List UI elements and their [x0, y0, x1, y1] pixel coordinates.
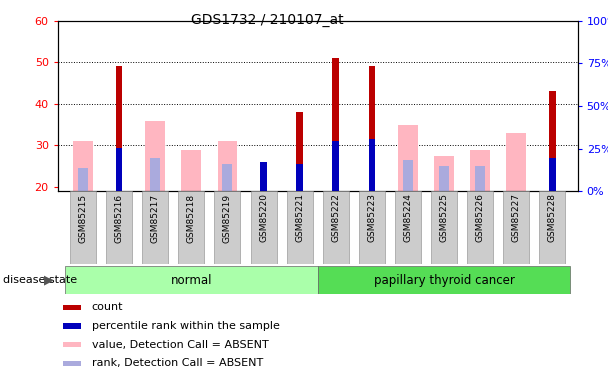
- Bar: [333, 58, 339, 191]
- Text: GSM85223: GSM85223: [367, 194, 376, 243]
- Text: GSM85220: GSM85220: [259, 194, 268, 243]
- Text: value, Detection Call = ABSENT: value, Detection Call = ABSENT: [92, 340, 268, 350]
- Bar: [506, 133, 526, 191]
- FancyBboxPatch shape: [178, 191, 204, 264]
- Bar: [434, 156, 454, 191]
- Text: GSM85222: GSM85222: [331, 194, 340, 242]
- Bar: [403, 160, 413, 191]
- Bar: [439, 166, 449, 191]
- FancyBboxPatch shape: [503, 191, 529, 264]
- Bar: [475, 166, 485, 191]
- Bar: [181, 150, 201, 191]
- Bar: [63, 342, 81, 347]
- Text: count: count: [92, 302, 123, 312]
- FancyBboxPatch shape: [467, 191, 493, 264]
- FancyBboxPatch shape: [65, 266, 317, 294]
- Bar: [296, 112, 303, 191]
- Text: normal: normal: [171, 274, 212, 287]
- Text: GSM85221: GSM85221: [295, 194, 304, 243]
- FancyBboxPatch shape: [215, 191, 240, 264]
- Bar: [145, 120, 165, 191]
- Bar: [63, 323, 81, 328]
- FancyBboxPatch shape: [539, 191, 565, 264]
- Text: GSM85228: GSM85228: [548, 194, 557, 243]
- Text: papillary thyroid cancer: papillary thyroid cancer: [373, 274, 514, 287]
- Text: GSM85219: GSM85219: [223, 194, 232, 243]
- FancyBboxPatch shape: [323, 191, 349, 264]
- Bar: [116, 147, 122, 191]
- Bar: [63, 361, 81, 366]
- FancyBboxPatch shape: [431, 191, 457, 264]
- Bar: [78, 168, 88, 191]
- Text: GSM85226: GSM85226: [475, 194, 485, 243]
- FancyBboxPatch shape: [70, 191, 96, 264]
- Bar: [296, 164, 303, 191]
- FancyBboxPatch shape: [359, 191, 385, 264]
- FancyBboxPatch shape: [142, 191, 168, 264]
- Text: GSM85215: GSM85215: [78, 194, 88, 243]
- Text: disease state: disease state: [3, 275, 77, 285]
- Bar: [549, 92, 556, 191]
- Text: GSM85224: GSM85224: [404, 194, 412, 242]
- Text: rank, Detection Call = ABSENT: rank, Detection Call = ABSENT: [92, 358, 263, 368]
- Bar: [260, 162, 267, 191]
- FancyBboxPatch shape: [250, 191, 277, 264]
- Bar: [260, 162, 267, 191]
- Text: GSM85218: GSM85218: [187, 194, 196, 243]
- Bar: [218, 141, 237, 191]
- FancyBboxPatch shape: [317, 266, 570, 294]
- Bar: [398, 124, 418, 191]
- Bar: [470, 150, 490, 191]
- Bar: [368, 66, 375, 191]
- Bar: [150, 158, 161, 191]
- Bar: [549, 158, 556, 191]
- Bar: [73, 141, 93, 191]
- Text: GSM85225: GSM85225: [440, 194, 449, 243]
- Text: GDS1732 / 210107_at: GDS1732 / 210107_at: [191, 13, 344, 27]
- FancyBboxPatch shape: [106, 191, 132, 264]
- Bar: [223, 164, 232, 191]
- Text: GSM85216: GSM85216: [115, 194, 123, 243]
- Text: ▶: ▶: [44, 274, 54, 286]
- Text: percentile rank within the sample: percentile rank within the sample: [92, 321, 280, 331]
- FancyBboxPatch shape: [286, 191, 313, 264]
- Bar: [116, 66, 122, 191]
- Text: GSM85217: GSM85217: [151, 194, 160, 243]
- Bar: [63, 304, 81, 310]
- Bar: [368, 139, 375, 191]
- Text: GSM85227: GSM85227: [512, 194, 520, 243]
- Bar: [333, 141, 339, 191]
- FancyBboxPatch shape: [395, 191, 421, 264]
